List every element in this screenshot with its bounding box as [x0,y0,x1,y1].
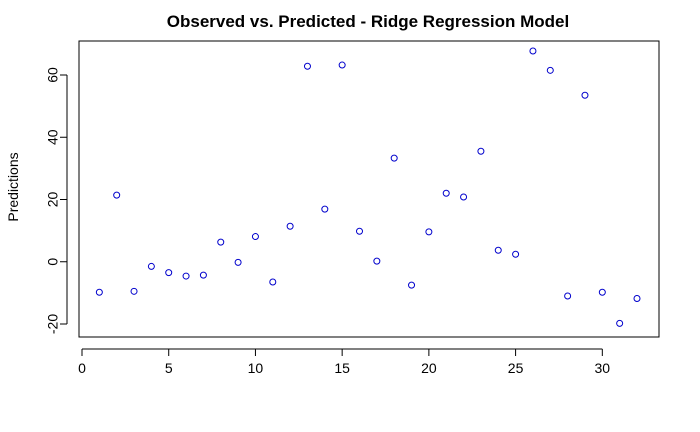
data-point [217,238,225,246]
data-point [390,154,398,162]
data-point [460,193,468,201]
data-point [494,246,502,254]
y-axis-label: Predictions [5,152,21,221]
data-point [147,262,155,270]
data-point [512,250,520,258]
data-point [616,319,624,327]
data-point [598,288,606,296]
data-point [408,281,416,289]
y-tick-label: 40 [45,129,61,145]
data-point [269,278,277,286]
x-tick-label: 10 [248,360,264,376]
data-point [581,91,589,99]
data-point [165,269,173,277]
x-axis: 0 5 10 15 20 25 30 [78,348,611,376]
data-point [234,258,242,266]
data-point [477,147,485,155]
data-point [546,66,554,74]
data-point [338,61,346,69]
x-tick-label: 15 [334,360,350,376]
data-point [130,287,138,295]
x-tick-label: 30 [595,360,611,376]
x-tick-label: 25 [508,360,524,376]
x-tick-label: 20 [421,360,437,376]
data-point [529,47,537,55]
data-point [633,294,641,302]
data-point [286,222,294,230]
y-tick-label: -20 [45,314,61,334]
y-axis: -20 0 20 40 60 [45,67,68,334]
data-point [425,228,433,236]
data-point [356,227,363,235]
data-point [95,288,103,296]
data-point [321,205,329,213]
y-tick-label: 60 [45,67,61,83]
y-tick-label: 20 [45,192,61,208]
data-point [373,257,381,265]
plot-frame [78,40,660,338]
data-point [442,189,450,197]
y-tick-label: 0 [45,258,61,266]
data-point [113,191,121,199]
data-point [564,292,572,300]
data-points [95,47,641,327]
chart-title: Observed vs. Predicted - Ridge Regressio… [167,12,569,31]
data-point [303,62,311,70]
x-tick-label: 5 [165,360,173,376]
data-point [199,271,207,279]
data-point [182,272,190,280]
x-tick-label: 0 [78,360,86,376]
data-point [251,233,259,241]
